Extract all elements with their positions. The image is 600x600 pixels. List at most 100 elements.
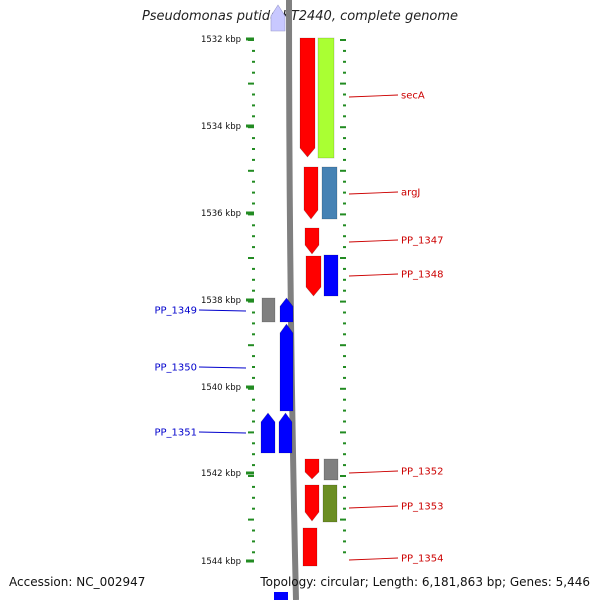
cds-arrow-pp1348 [305,255,322,297]
cds-arrow-pp1353 [304,484,320,522]
tick-mark-inner [252,267,255,270]
map-title: Pseudomonas putida KT2440, complete geno… [141,9,459,24]
tick-mark-inner [248,344,254,347]
tick-mark-inner [252,333,255,336]
tick-mark-outer [343,246,346,249]
tick-mark-inner [252,398,255,401]
tick-mark-outer [343,420,346,423]
tick-mark-inner [252,202,255,205]
tick-mark-inner [252,507,255,510]
tick-mark-inner [252,71,255,74]
tick-mark-outer [343,311,346,314]
tick-mark-outer [343,398,346,401]
tick-mark-inner [252,540,255,543]
tick-mark-inner [248,257,254,259]
tick-mark-outer [343,202,346,205]
tick-mark-outer [343,333,346,336]
tick-mark-outer [343,529,346,532]
leader-line-reverse [198,309,247,312]
tick-mark-outer [340,169,346,172]
tick-mark-outer [343,93,346,96]
tick-mark-outer [343,235,346,238]
tick-mark-outer [343,507,346,510]
tick-mark-inner [252,49,255,52]
tick-mark-inner [252,453,255,456]
leader-line-forward [348,273,399,277]
gene-label-reverse: PP_1350 [154,363,197,374]
scale-label: 1538 kbp [201,296,241,306]
leader-line-reverse [198,366,247,369]
tick-mark-outer [343,191,346,194]
gene-label-forward: PP_1352 [401,467,444,478]
tick-mark-inner [248,300,254,303]
tick-mark-inner [252,376,255,379]
scale-label: 1532 kbp [201,35,241,45]
tick-mark-outer [343,540,346,543]
gene-box-argj [321,166,338,220]
scale-label: 1536 kbp [201,209,241,219]
gene-labels: secA argJ PP_1347 PP_1348 PP_1352 PP_1353 PP_1… [154,91,443,565]
gene-box-pp1352 [323,458,339,481]
partial-feature-top [270,4,286,32]
tick-mark-outer [343,453,346,456]
tick-mark-inner [252,180,255,183]
gene-box-pp1353 [322,484,338,523]
tick-mark-outer [343,224,346,227]
cds-arrow-argj [303,166,319,220]
tick-mark-inner [252,246,255,249]
tick-mark-outer [340,213,346,216]
tick-mark-outer [343,158,346,161]
tick-mark-outer [340,300,346,303]
tick-mark-outer [340,387,346,390]
gene-label-reverse: PP_1351 [154,428,197,439]
scale-label: 1542 kbp [201,469,241,479]
tick-mark-outer [343,464,346,467]
tick-mark-outer [343,180,346,183]
tick-mark-inner [252,235,255,238]
tick-mark-outer [340,475,346,477]
tick-mark-inner [252,148,255,150]
leader-line-reverse [198,431,247,434]
leader-line-forward [348,557,399,561]
gene-label-forward: secA [401,91,425,102]
tick-mark-inner [252,529,255,532]
summary-label: Topology: circular; Length: 6,181,863 bp… [260,575,590,589]
cds-arrow-seca [299,37,316,158]
gene-label-forward: PP_1354 [401,554,444,565]
tick-mark-inner [252,551,255,554]
cds-block-pp1354 [302,527,318,567]
tick-mark-inner [252,104,255,107]
feature-track [260,4,339,600]
gene-label-forward: PP_1348 [401,270,444,281]
tick-mark-outer [340,82,346,85]
tick-mark-inner [248,169,254,172]
tick-mark-inner [252,289,255,292]
scale-track: 1532 kbp 1534 kbp 1536 kbp 1538 kbp 1540 kbp… [201,35,254,567]
tick-mark-inner [252,224,255,227]
genome-backbone [286,0,299,600]
scale-tick [246,211,254,215]
tick-mark-inner [252,409,255,412]
leader-line-forward [348,239,399,243]
accession-label: Accession: NC_002947 [9,575,146,589]
tick-mark-inner [252,137,255,140]
tick-mark-inner [252,496,255,499]
tick-mark-inner [252,442,255,445]
tick-mark-outer [343,355,346,358]
tick-mark-outer [343,115,346,118]
tick-mark-inner [248,431,254,434]
tick-mark-outer [343,289,346,292]
tick-mark-inner [252,322,255,325]
tick-mark-inner [252,93,255,96]
tick-mark-outer [340,431,346,434]
gene-label-reverse: PP_1349 [154,306,197,317]
tick-mark-inner [252,60,255,63]
tick-mark-outer [343,71,346,74]
tick-mark-inner [252,191,255,194]
tick-mark-outer [340,344,346,347]
leader-line-forward [348,470,399,474]
tick-mark-inner [252,485,255,488]
scale-tick [246,385,254,389]
scale-tick [246,559,254,563]
leader-line-forward [348,191,399,195]
